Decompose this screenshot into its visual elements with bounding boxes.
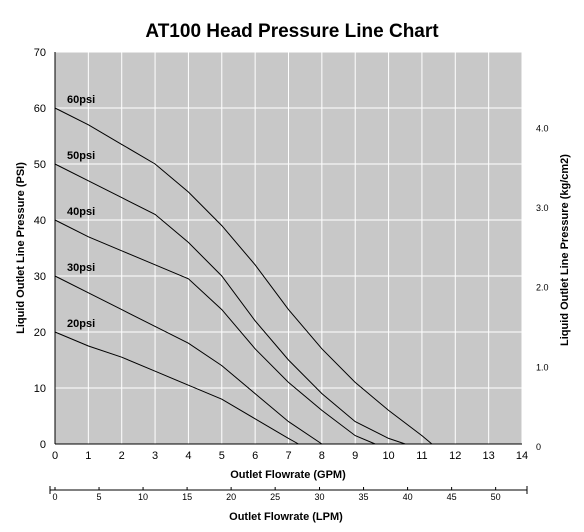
series-label-60psi: 60psi: [67, 94, 95, 106]
y-axis-label: Liquid Outlet Line Pressure (PSI): [15, 162, 27, 334]
lpm-tick-label: 20: [226, 492, 236, 502]
y-tick-label: 0: [40, 439, 46, 451]
x-tick-label: 3: [152, 450, 158, 462]
series-label-20psi: 20psi: [67, 318, 95, 330]
y-tick-label: 40: [34, 215, 46, 227]
x-tick-label: 14: [516, 450, 528, 462]
y2-tick-label: 0: [536, 442, 541, 452]
y-tick-label: 30: [34, 271, 46, 283]
x-tick-label: 9: [352, 450, 358, 462]
x-tick-label: 5: [219, 450, 225, 462]
x-tick-label: 7: [285, 450, 291, 462]
y-tick-label: 10: [34, 383, 46, 395]
y2-axis-ticks: 0 1.0 2.0 3.0 4.0: [536, 123, 549, 452]
x-tick-label: 1: [85, 450, 91, 462]
y2-axis-label: Liquid Outlet Line Pressure (kg/cm2): [559, 154, 571, 346]
series-label-40psi: 40psi: [67, 206, 95, 218]
x-tick-label: 0: [52, 450, 58, 462]
lpm-tick-label: 25: [270, 492, 280, 502]
y-tick-label: 70: [34, 47, 46, 59]
x-tick-label: 8: [319, 450, 325, 462]
x-tick-label: 12: [449, 450, 461, 462]
lpm-tick-label: 5: [97, 492, 102, 502]
lpm-tick-label: 45: [447, 492, 457, 502]
series-label-30psi: 30psi: [67, 262, 95, 274]
y-axis-ticks: 0 10 20 30 40 50 60 70: [34, 47, 46, 451]
lpm-tick-label: 50: [491, 492, 501, 502]
series-line-60psi: [54, 107, 433, 445]
series-lines: [54, 107, 433, 445]
x-tick-label: 10: [382, 450, 394, 462]
lpm-tick-label: 40: [403, 492, 413, 502]
series-line-20psi: [54, 331, 299, 445]
x-tick-label: 6: [252, 450, 258, 462]
grid-lines: [54, 51, 523, 445]
lpm-tick-label: 0: [52, 492, 57, 502]
x-axis-label: Outlet Flowrate (GPM): [230, 469, 346, 481]
series-labels: 20psi 30psi 40psi 50psi 60psi: [67, 94, 95, 330]
x-tick-label: 2: [119, 450, 125, 462]
lpm-tick-label: 30: [315, 492, 325, 502]
series-line-30psi: [54, 275, 323, 445]
y-tick-label: 20: [34, 327, 46, 339]
y-tick-label: 50: [34, 159, 46, 171]
x-tick-label: 11: [416, 450, 427, 462]
series-label-50psi: 50psi: [67, 150, 95, 162]
lpm-tick-label: 35: [359, 492, 369, 502]
series-line-40psi: [54, 219, 376, 445]
chart-title: AT100 Head Pressure Line Chart: [145, 21, 439, 42]
x-tick-label: 4: [185, 450, 191, 462]
series-line-50psi: [54, 163, 406, 445]
x-axis-ticks: 0 1 2 3 4 5 6 7 8 9 10 11 12 13 14: [52, 450, 528, 462]
y-tick-label: 60: [34, 103, 46, 115]
x2-axis-label: Outlet Flowrate (LPM): [229, 511, 343, 523]
x-tick-label: 13: [483, 450, 495, 462]
y2-tick-label: 2.0: [536, 283, 549, 293]
lpm-axis: 0 5 10 15 20 25 30 35 40 45 50: [49, 486, 528, 502]
lpm-tick-label: 10: [138, 492, 148, 502]
y2-tick-label: 1.0: [536, 362, 549, 372]
y2-tick-label: 3.0: [536, 203, 549, 213]
y2-tick-label: 4.0: [536, 123, 549, 133]
lpm-tick-label: 15: [182, 492, 192, 502]
